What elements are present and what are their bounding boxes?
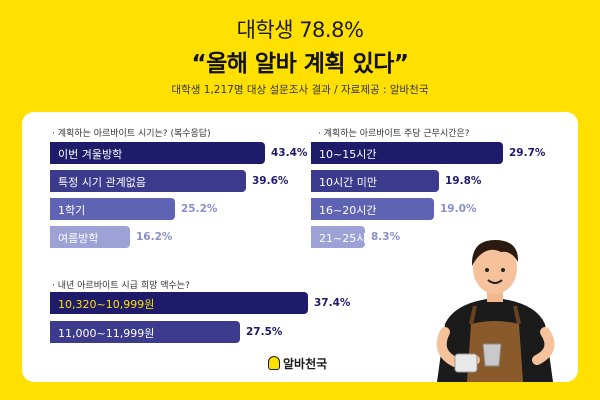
brand-logo: 알바천국 (268, 354, 327, 372)
logo-text: 알바천국 (283, 356, 328, 371)
bar-label-period-0: 이번 겨울방학 (58, 148, 123, 161)
bar-label-period-3: 여름방학 (58, 232, 99, 245)
bar-label-hours-1: 10시간 미만 (319, 176, 377, 189)
bee-icon (268, 356, 280, 370)
chart-title-wage: · 내년 아르바이트 시급 희망 액수는? (52, 281, 190, 291)
value-label-period-1: 39.6% (252, 175, 289, 187)
value-label-wage-1: 27.5% (246, 326, 283, 338)
bar-period-1: 특정 시기 관계없음 (50, 170, 246, 192)
value-label-period-3: 16.2% (136, 231, 173, 243)
headline: 대학생 78.8% (236, 18, 364, 42)
bar-wage-0: 10,320~10,999원 (50, 292, 308, 314)
barista-illustration (436, 240, 555, 382)
bar-period-2: 1학기 (50, 198, 175, 220)
value-label-hours-1: 19.8% (445, 175, 482, 187)
subtitle: 대학생 1,217명 대상 설문조사 결과 / 자료제공 : 알바천국 (171, 84, 429, 96)
bar-label-hours-0: 10~15시간 (319, 148, 377, 161)
bar-label-period-1: 특정 시기 관계없음 (58, 176, 146, 189)
value-label-hours-0: 29.7% (509, 147, 546, 159)
page-title: “올해 알바 계획 있다” (191, 51, 409, 77)
chart-title-period: · 계획하는 아르바이트 시기는? (복수응답) (52, 129, 211, 139)
bar-hours-3: 21~25시간 (311, 226, 376, 248)
value-label-hours-3: 8.3% (371, 231, 401, 243)
bar-label-period-2: 1학기 (58, 204, 86, 217)
bar-label-hours-2: 16~20시간 (319, 204, 377, 217)
bar-label-wage-1: 11,000~11,999원 (58, 327, 155, 340)
value-label-wage-0: 37.4% (314, 297, 351, 309)
bar-wage-1: 11,000~11,999원 (50, 321, 240, 343)
value-label-hours-2: 19.0% (440, 203, 477, 215)
bar-period-0: 이번 겨울방학 (50, 142, 265, 164)
bar-hours-0: 10~15시간 (311, 142, 503, 164)
bar-label-wage-0: 10,320~10,999원 (58, 298, 155, 311)
value-label-period-2: 25.2% (181, 203, 218, 215)
chart-title-hours: · 계획하는 아르바이트 주당 근무시간은? (318, 129, 470, 139)
bar-hours-1: 10시간 미만 (311, 170, 439, 192)
value-label-period-0: 43.4% (271, 147, 308, 159)
bar-hours-2: 16~20시간 (311, 198, 434, 220)
bar-label-hours-3: 21~25시간 (319, 232, 377, 245)
bar-period-3: 여름방학 (50, 226, 130, 248)
